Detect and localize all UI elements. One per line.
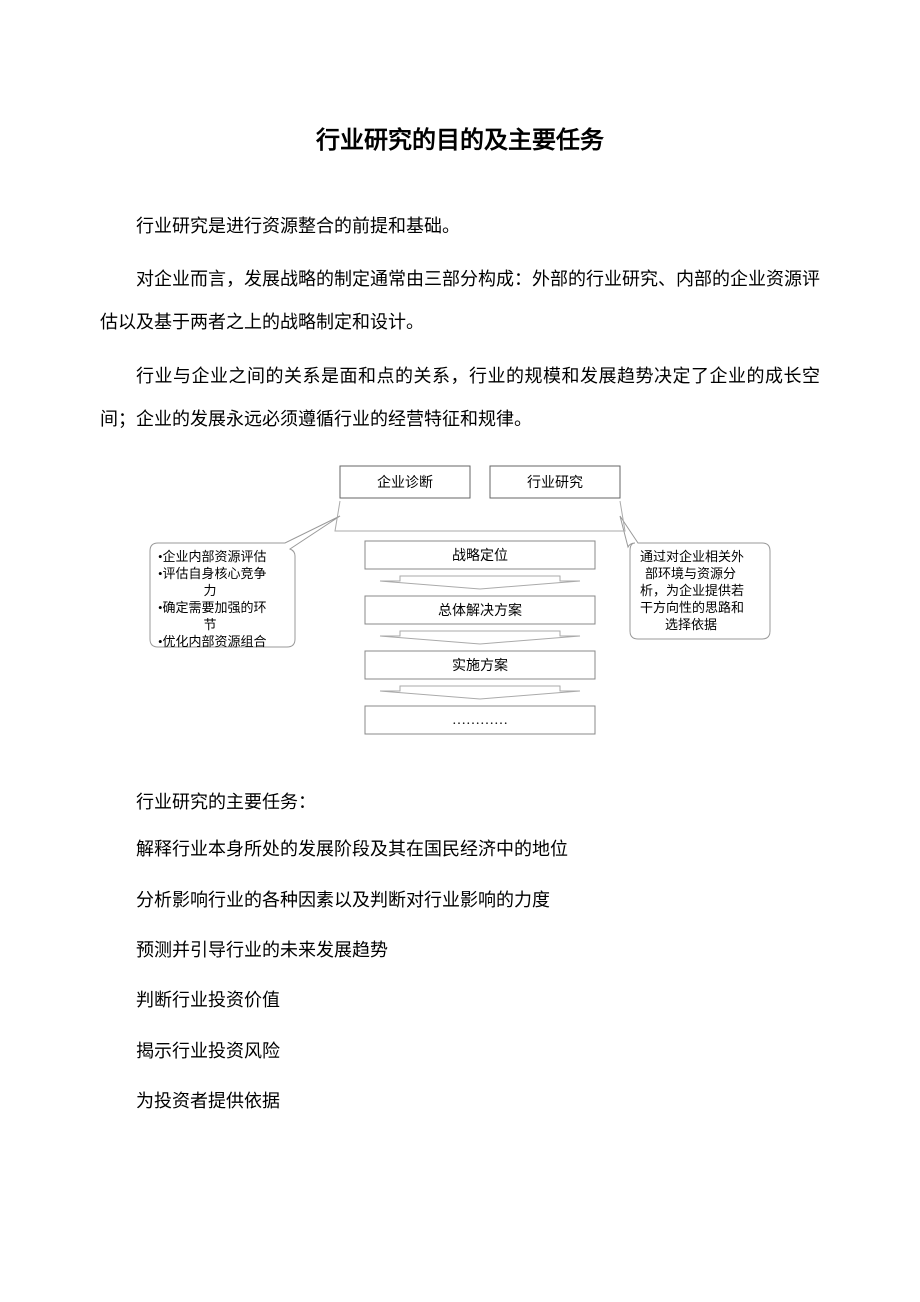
right-callout-line-4: 选择依据 [665, 617, 717, 632]
left-callout-line-2: 力 [203, 583, 216, 598]
paragraph-1: 行业研究是进行资源整合的前提和基础。 [100, 205, 820, 248]
task-item-3: 判断行业投资价值 [100, 975, 820, 1025]
task-item-0: 解释行业本身所处的发展阶段及其在国民经济中的地位 [100, 824, 820, 874]
paragraph-3: 行业与企业之间的关系是面和点的关系，行业的规模和发展趋势决定了企业的成长空间；企… [100, 355, 820, 441]
left-callout-line-3: •确定需要加强的环 [158, 600, 267, 615]
mid-label-2: 总体解决方案 [438, 602, 522, 619]
paragraph-2: 对企业而言，发展战略的制定通常由三部分构成：外部的行业研究、内部的企业资源评估以… [100, 258, 820, 344]
left-callout-line-5: •优化内部资源组合 [158, 634, 267, 649]
down-arrow-3 [380, 686, 580, 699]
task-item-5: 为投资者提供依据 [100, 1076, 820, 1126]
down-arrow-2 [380, 631, 580, 644]
left-callout-line-0: •企业内部资源评估 [158, 549, 267, 564]
task-item-2: 预测并引导行业的未来发展趋势 [100, 925, 820, 975]
right-callout-line-1: 部环境与资源分 [645, 566, 736, 581]
diagram-svg: 企业诊断 行业研究 •企业内部资源评估 •评估自身核心竞争 力 •确定需要加强的… [140, 461, 780, 751]
strategy-diagram: 企业诊断 行业研究 •企业内部资源评估 •评估自身核心竞争 力 •确定需要加强的… [140, 461, 780, 751]
task-item-4: 揭示行业投资风险 [100, 1026, 820, 1076]
right-callout-line-3: 干方向性的思路和 [640, 600, 744, 615]
left-callout-line-1: •评估自身核心竞争 [158, 566, 267, 581]
left-callout-line-4: 节 [203, 617, 216, 632]
right-callout-line-2: 析，为企业提供若 [640, 583, 744, 598]
mid-label-3: 实施方案 [452, 657, 508, 674]
mid-label-4: ………… [452, 713, 508, 728]
task-item-1: 分析影响行业的各种因素以及判断对行业影响的力度 [100, 875, 820, 925]
page-title: 行业研究的目的及主要任务 [100, 120, 820, 155]
mid-label-1: 战略定位 [452, 548, 508, 564]
right-callout-line-0: 通过对企业相关外 [640, 549, 744, 564]
down-arrow-1 [380, 576, 580, 589]
top-left-label: 企业诊断 [377, 474, 433, 491]
left-callout-shape [150, 516, 340, 647]
tasks-header: 行业研究的主要任务： [100, 781, 820, 824]
top-right-label: 行业研究 [527, 475, 583, 491]
funnel-connector [335, 501, 625, 531]
